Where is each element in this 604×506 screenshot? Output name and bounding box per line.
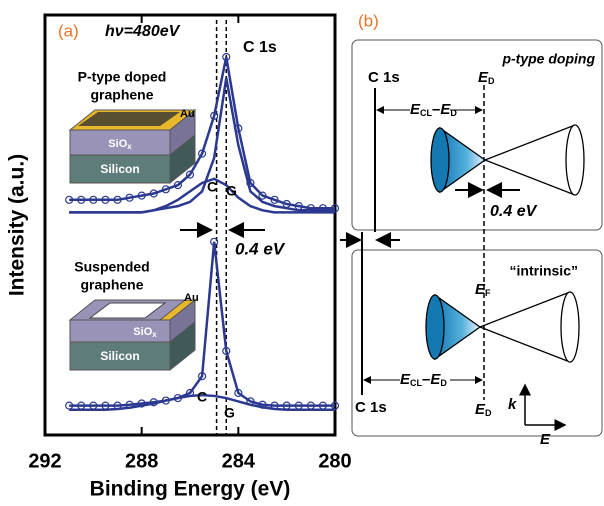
core-label: C 1s <box>355 399 387 416</box>
sio2-sub: x <box>127 142 132 151</box>
cone-bottom <box>426 292 579 362</box>
inset-title: P-type doped <box>78 69 167 85</box>
x-tick-label: 288 <box>125 450 158 472</box>
minus: – <box>432 101 440 118</box>
e-axis-label: E <box>540 431 551 448</box>
core-label: C 1s <box>368 69 400 86</box>
bottom-title: “intrinsic” <box>510 263 578 279</box>
legend-label: C <box>207 179 217 195</box>
silicon-label: Silicon <box>100 349 139 363</box>
ed-label-sub: D <box>488 76 495 86</box>
k-label: k <box>508 396 517 413</box>
energy-label: hν=480eV <box>105 23 181 40</box>
inset-title: graphene <box>90 87 153 103</box>
core-label: C 1s <box>243 39 277 56</box>
cone-top <box>431 125 584 195</box>
panel-label: (a) <box>58 21 79 40</box>
ef-label-sub: F <box>485 288 491 298</box>
top-title: p-type doping <box>501 51 595 67</box>
ed-sub: D <box>440 378 447 388</box>
ecl-ed-label: ECL–ED <box>400 371 447 388</box>
ecl-sub: CL <box>420 108 432 118</box>
panel-label: (b) <box>358 11 379 30</box>
ed-sub: D <box>450 108 457 118</box>
y-axis-label: Intensity (a.u.) <box>6 154 29 296</box>
silicon-label: Silicon <box>100 162 139 176</box>
minus: – <box>422 371 430 388</box>
sio2-text: SiO <box>133 326 152 338</box>
shift-label: 0.4 eV <box>490 203 538 220</box>
legend-label: C <box>197 389 207 405</box>
x-axis-label: Binding Energy (eV) <box>90 478 291 501</box>
ed-label-sub: D <box>485 408 492 418</box>
x-tick-label: 292 <box>28 450 61 472</box>
ed-label: ED <box>478 69 495 86</box>
legend-label: G <box>226 183 237 199</box>
shift-label: 0.4 eV <box>235 239 286 258</box>
au-label: Au <box>180 108 195 120</box>
legend-label: G <box>224 405 235 421</box>
ecl-ed-label: ECL–ED <box>410 101 457 118</box>
x-tick-label: 280 <box>318 450 351 472</box>
inset-title: Suspended <box>74 259 149 275</box>
inset-title: graphene <box>80 277 143 293</box>
ed-label: ED <box>475 401 492 418</box>
au-label: Au <box>184 292 199 304</box>
ef-label: EF <box>475 281 491 298</box>
ecl-sub: CL <box>410 378 422 388</box>
figure: 292 288 284 280 Binding Energy (eV) Intensity… <box>0 0 604 506</box>
x-tick-label: 284 <box>222 450 256 472</box>
sio2-sub: x <box>152 330 157 339</box>
page: {"chart_data":{"type":"line","xlabel":"B… <box>0 0 604 506</box>
sio2-text: SiO <box>108 138 127 150</box>
